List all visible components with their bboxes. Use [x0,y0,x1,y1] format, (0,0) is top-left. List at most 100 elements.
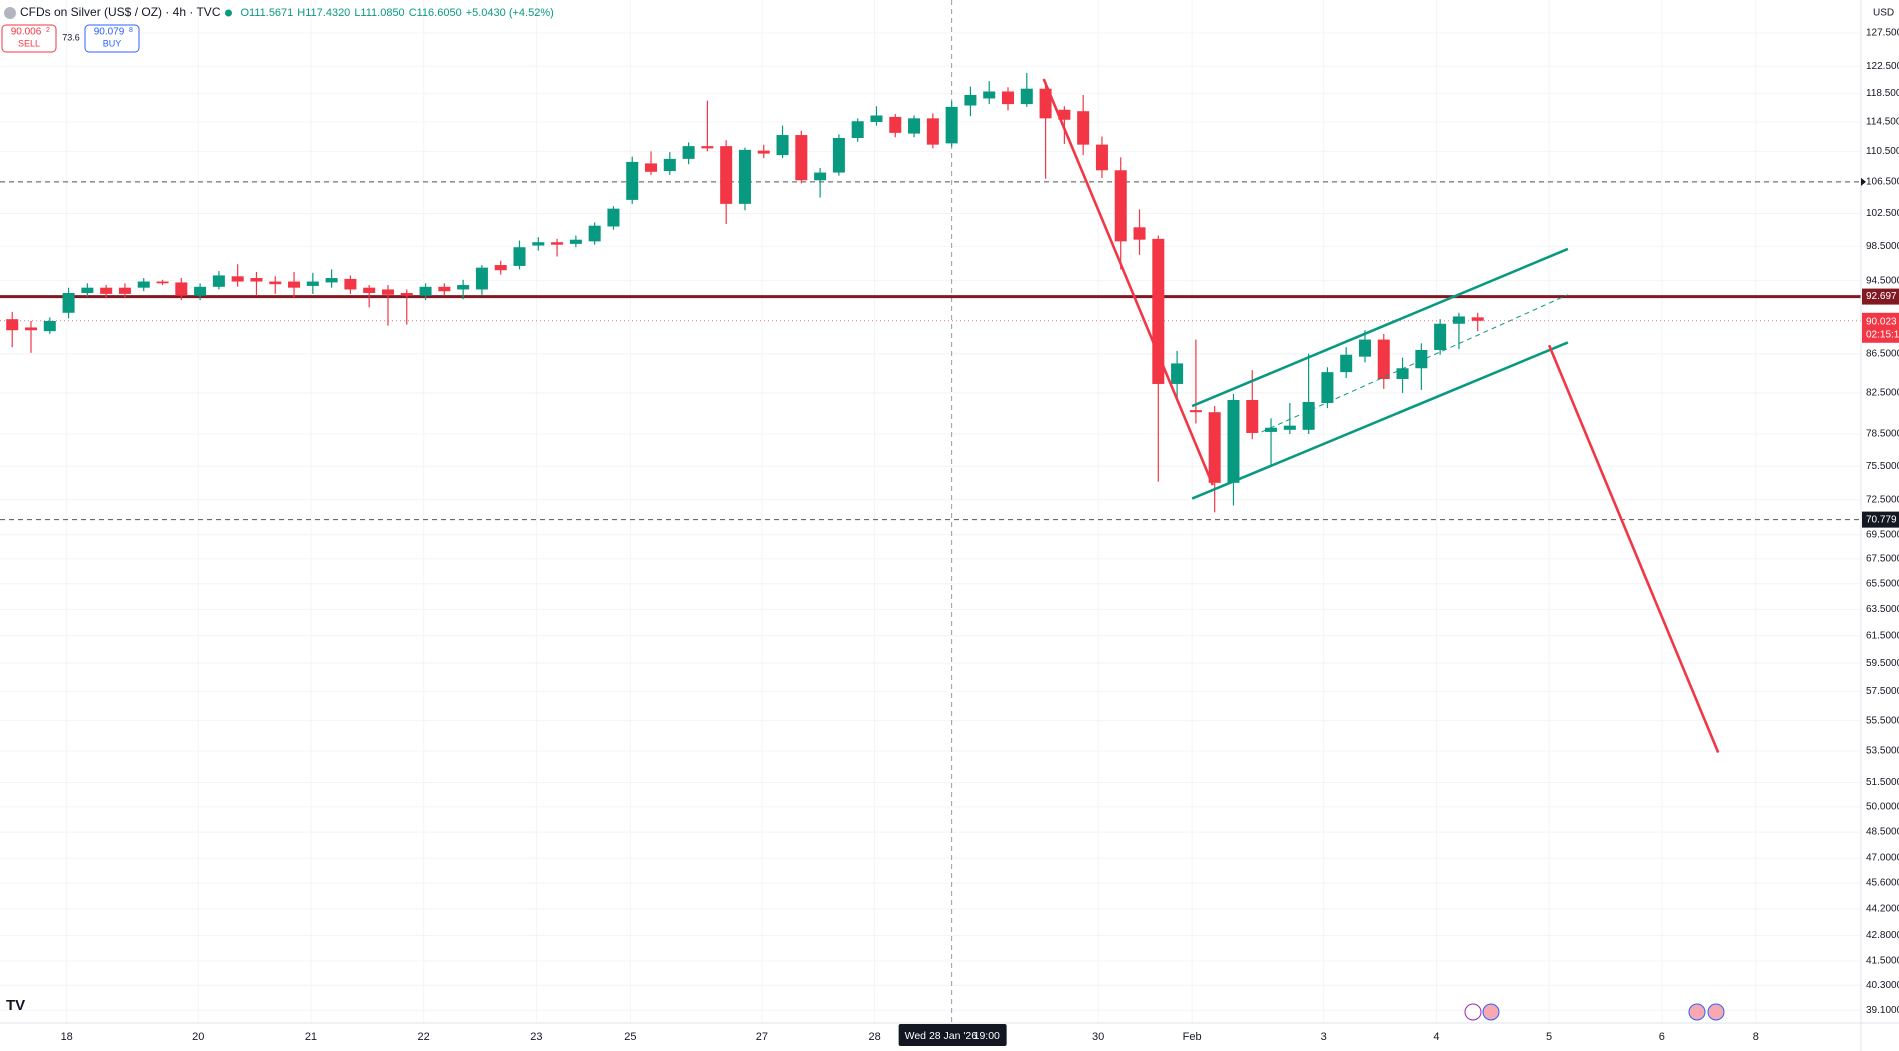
x-tick-label: 4 [1433,1031,1439,1043]
candle-body [588,225,601,242]
candle-body [156,281,169,284]
tv-logo[interactable]: TV [6,997,25,1014]
candle-body [626,161,639,200]
header: CFDs on Silver (US$ / OZ) · 4h · TVC O111… [4,5,554,19]
candle-body [1452,316,1465,324]
sell-price: 90.006 [11,27,42,38]
candle-body [438,286,451,292]
x-tick-label: 8 [1753,1031,1759,1043]
x-tick-label: 5 [1546,1031,1552,1043]
event-icon[interactable] [1464,1003,1482,1021]
y-tick-label: 122.5000 [1866,61,1899,72]
y-tick-label: 67.5000 [1866,553,1899,564]
candle-body [419,286,432,296]
candle-body [1302,401,1315,430]
y-tick-label: 40.3000 [1866,980,1899,991]
y-tick-label: 106.5000 [1866,176,1899,187]
y-tick-label: 102.5000 [1866,208,1899,219]
candle-body [1058,109,1071,120]
buy-price: 90.079 [94,27,125,38]
event-icon[interactable] [1707,1003,1725,1021]
y-tick-label: 39.1000 [1866,1005,1899,1016]
axes: USD 127.5000 122.5000 118.5000 114.5000 110.5… [61,8,1899,1046]
y-tick-label: 69.5000 [1866,529,1899,540]
candle-body [1095,144,1108,171]
candle-body [381,289,394,295]
candle-body [118,287,131,294]
candle-body [1396,368,1409,380]
y-tick-label: 42.8000 [1866,930,1899,941]
candle-body [569,239,582,244]
header-close: C116.6050 [409,7,462,19]
candle-body [1114,170,1127,242]
candle-body [175,282,188,296]
candle-body [363,287,376,294]
candle-body [457,285,470,290]
candle-body [1039,88,1052,119]
candle-body [344,278,357,290]
candle-body [1133,227,1146,240]
candle-body [194,286,207,296]
candle-body [551,242,564,245]
event-icon[interactable] [1688,1003,1706,1021]
y-tick-label: 51.5000 [1866,777,1899,788]
price-tag-label: 70.779 [1866,514,1897,525]
candle-body [851,121,864,138]
candle-body [1227,399,1240,483]
y-tick-label: 61.5000 [1866,630,1899,641]
buy-button[interactable]: 90.079 8 BUY [84,24,140,53]
candle-body [926,118,939,145]
y-tick-label: 41.5000 [1866,956,1899,967]
candle-body [682,146,695,159]
x-tick-label: Feb [1183,1031,1202,1043]
y-tick-label: 44.2000 [1866,903,1899,914]
y-tick-label: 110.5000 [1866,146,1899,157]
x-tick-label: 23 [530,1031,542,1043]
header-change: +5.0430 (+4.52%) [466,7,554,19]
crosshair-date: Wed 28 Jan '26 [905,1030,978,1042]
candle-body [1246,399,1259,433]
y-tick-label: 47.0000 [1866,853,1899,864]
candle-body [24,327,38,331]
x-tick-label: 3 [1321,1031,1327,1043]
candle-body [1377,339,1390,380]
x-tick-label: 25 [624,1031,636,1043]
candle-body [62,293,75,313]
candle-body [1434,323,1447,350]
candle-body [832,137,845,173]
x-tick-label: 30 [1092,1031,1104,1043]
candle-body [701,146,714,149]
candle-body [325,278,338,283]
header-high: H117.4320 [297,7,350,19]
candle-body [1265,427,1278,432]
x-tick-label: 6 [1659,1031,1665,1043]
candle-body [1020,88,1033,105]
sell-label: SELL [18,38,40,48]
y-tick-label: 86.5000 [1866,348,1899,359]
buy-label: BUY [103,38,122,48]
trend-line [1191,247,1569,408]
candle-body [81,287,94,294]
event-icon[interactable] [1482,1003,1500,1021]
y-tick-label: 57.5000 [1866,686,1899,697]
header-low: L111.0850 [354,7,404,19]
candle-body [137,281,150,288]
sell-button[interactable]: 90.006 2 SELL [1,24,57,53]
candle-body [532,242,545,246]
price-tag [1862,511,1899,528]
y-tick-label: 78.5000 [1866,429,1899,440]
y-tick-label: 45.6000 [1866,878,1899,889]
y-tick-label: 127.5000 [1866,28,1899,39]
x-tick-label: 21 [305,1031,317,1043]
candle-body [870,115,883,122]
candle-body [814,172,827,181]
candle-body [983,91,996,99]
candle-body [1415,349,1428,369]
y-tick-label: 75.5000 [1866,461,1899,472]
candle-body [945,106,958,144]
candle-body [288,281,301,288]
candle-body [1001,91,1015,105]
countdown: 02:15:1 [1866,329,1899,340]
